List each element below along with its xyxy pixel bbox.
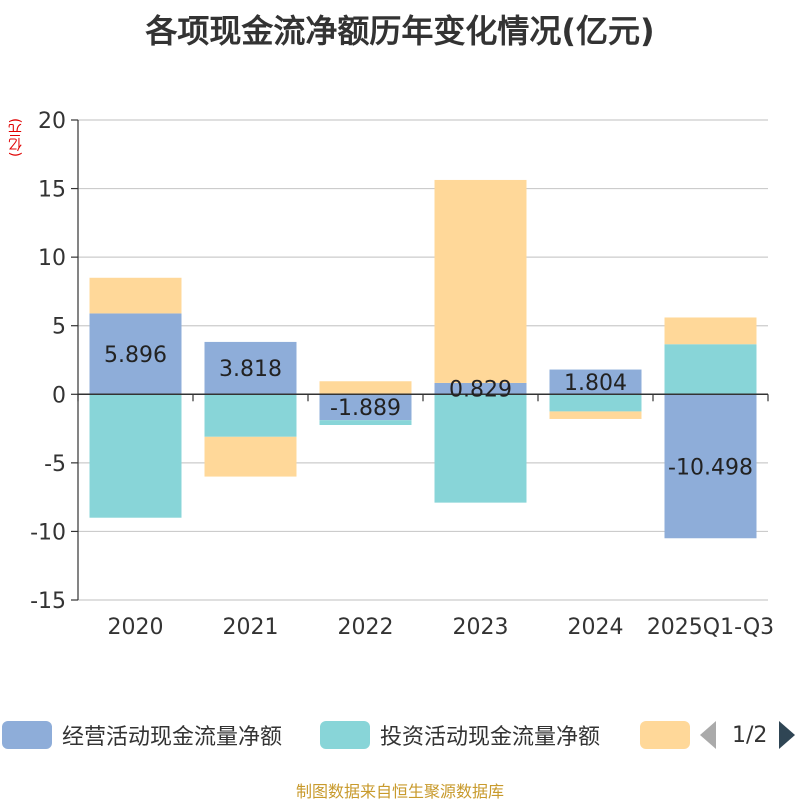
legend-label-operating: 经营活动现金流量净额 (62, 725, 283, 750)
bar-series1-2024 (549, 369, 642, 395)
legend-item-financing[interactable] (640, 720, 690, 750)
y-tick-label: -15 (30, 589, 66, 614)
legend-prev-page-icon[interactable] (700, 721, 716, 749)
data-label-2022: -1.889 (330, 396, 401, 421)
source-note: 制图数据来自恒生聚源数据库 (295, 782, 504, 801)
legend-page-indicator: 1/2 (732, 722, 768, 748)
bar-series3-2023 (434, 179, 527, 383)
bar-series2-2024 (549, 394, 642, 412)
bar-series3-2020 (89, 277, 182, 314)
data-label-2020: 5.896 (104, 343, 167, 368)
y-tick-label: 15 (38, 178, 66, 203)
data-label-2021: 3.818 (219, 357, 282, 382)
y-tick-label: 0 (52, 383, 66, 408)
y-tick-label: -5 (44, 452, 66, 477)
x-tick-label: 2022 (338, 615, 394, 640)
legend-item-investing[interactable]: 投资活动现金流量净额 (320, 720, 600, 750)
data-label-2023: 0.829 (449, 378, 512, 403)
x-tick-label: 2024 (568, 615, 624, 640)
legend-item-operating[interactable]: 经营活动现金流量净额 (2, 720, 282, 750)
x-tick-label: 2021 (223, 615, 279, 640)
y-tick-label: -10 (30, 520, 66, 545)
bar-series2-2022 (319, 420, 412, 425)
bar-series3-2022 (319, 381, 412, 395)
x-tick-label: 2020 (108, 615, 164, 640)
bar-series2-2021 (204, 394, 297, 437)
bar-series1-2022 (319, 394, 412, 421)
data-label-2025Q1-Q3: -10.498 (668, 455, 753, 480)
bar-series2-2023 (434, 394, 527, 503)
y-tick-label: 20 (38, 109, 66, 134)
bar-series1-2025Q1-Q3 (664, 394, 757, 539)
bar-series3-2021 (204, 436, 297, 477)
bar-series2-2020 (89, 394, 182, 518)
bar-series2-2025Q1-Q3 (664, 344, 757, 395)
chart-title: 各项现金流净额历年变化情况(亿元) (145, 12, 655, 50)
bar-series1-2021 (204, 341, 297, 395)
x-tick-label: 2025Q1-Q3 (647, 615, 774, 640)
y-tick-label: 5 (52, 315, 66, 340)
legend-swatch-financing (640, 721, 690, 749)
legend-pager: 1/2 (700, 720, 796, 750)
legend-swatch-operating (2, 721, 52, 749)
bar-series3-2025Q1-Q3 (664, 317, 757, 345)
legend-next-page-icon[interactable] (779, 721, 796, 749)
y-tick-label: 10 (38, 246, 66, 271)
legend: 经营活动现金流量净额 投资活动现金流量净额 1/2 (0, 712, 800, 756)
x-tick-label: 2023 (453, 615, 509, 640)
legend-label-investing: 投资活动现金流量净额 (380, 725, 601, 750)
legend-swatch-investing (320, 721, 370, 749)
bar-series3-2024 (549, 411, 642, 419)
bar-series1-2020 (89, 313, 182, 395)
bar-series1-2023 (434, 382, 527, 395)
data-label-2024: 1.804 (564, 371, 627, 396)
